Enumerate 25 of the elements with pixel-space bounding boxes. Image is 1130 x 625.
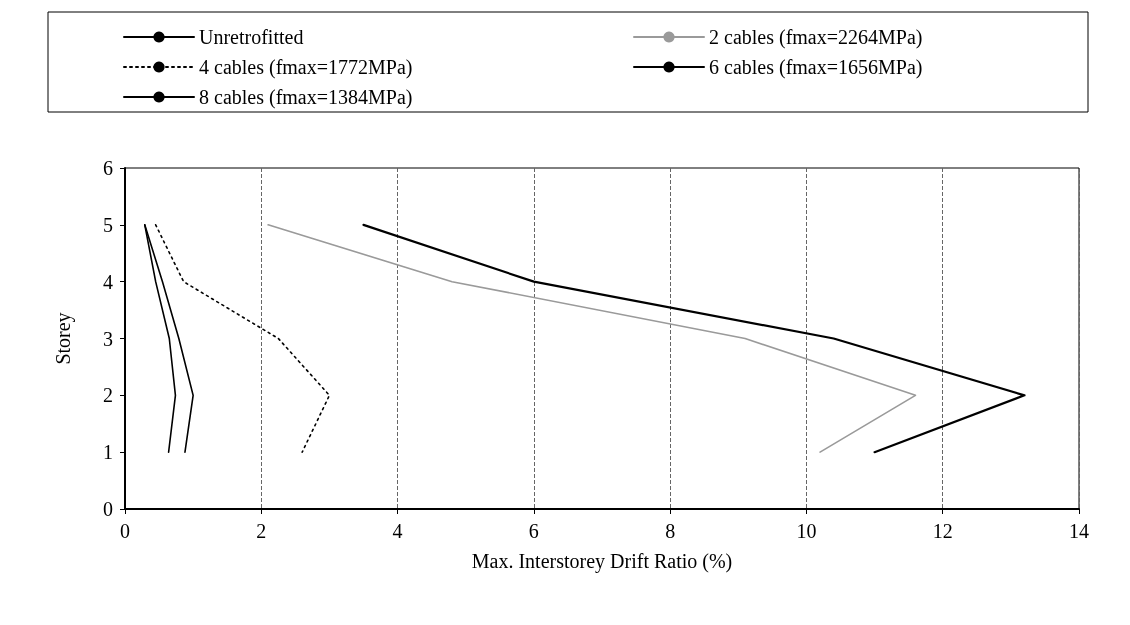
legend-label: 4 cables (fmax=1772MPa) bbox=[199, 56, 413, 79]
legend-label: 2 cables (fmax=2264MPa) bbox=[709, 26, 923, 49]
x-tick-label: 14 bbox=[1069, 520, 1089, 542]
legend-label: Unretrofitted bbox=[199, 26, 304, 48]
x-tick-label: 10 bbox=[796, 520, 817, 542]
x-tick-label: 0 bbox=[120, 520, 130, 542]
y-tick-label: 6 bbox=[103, 157, 113, 179]
y-tick-label: 3 bbox=[103, 327, 113, 350]
y-tick-label: 2 bbox=[103, 384, 113, 407]
line-series bbox=[362, 223, 1026, 454]
legend-label: 6 cables (fmax=1656MPa) bbox=[709, 56, 923, 79]
y-tick-label: 5 bbox=[103, 213, 113, 236]
x-tick-label: 12 bbox=[932, 520, 953, 542]
line-series bbox=[154, 224, 331, 453]
x-tick-label: 2 bbox=[256, 520, 267, 542]
y-tick-label: 1 bbox=[103, 441, 113, 464]
x-axis-title: Max. Interstorey Drift Ratio (%) bbox=[471, 550, 733, 573]
y-tick-label: 4 bbox=[103, 270, 113, 293]
x-tick-label: 6 bbox=[528, 520, 539, 542]
x-tick-label: 4 bbox=[392, 520, 403, 542]
y-tick-label: 0 bbox=[103, 498, 113, 520]
line-series bbox=[267, 224, 917, 453]
x-tick-label: 8 bbox=[665, 520, 676, 542]
y-axis-title: Storey bbox=[52, 312, 75, 365]
legend-label: 8 cables (fmax=1384MPa) bbox=[199, 86, 413, 109]
